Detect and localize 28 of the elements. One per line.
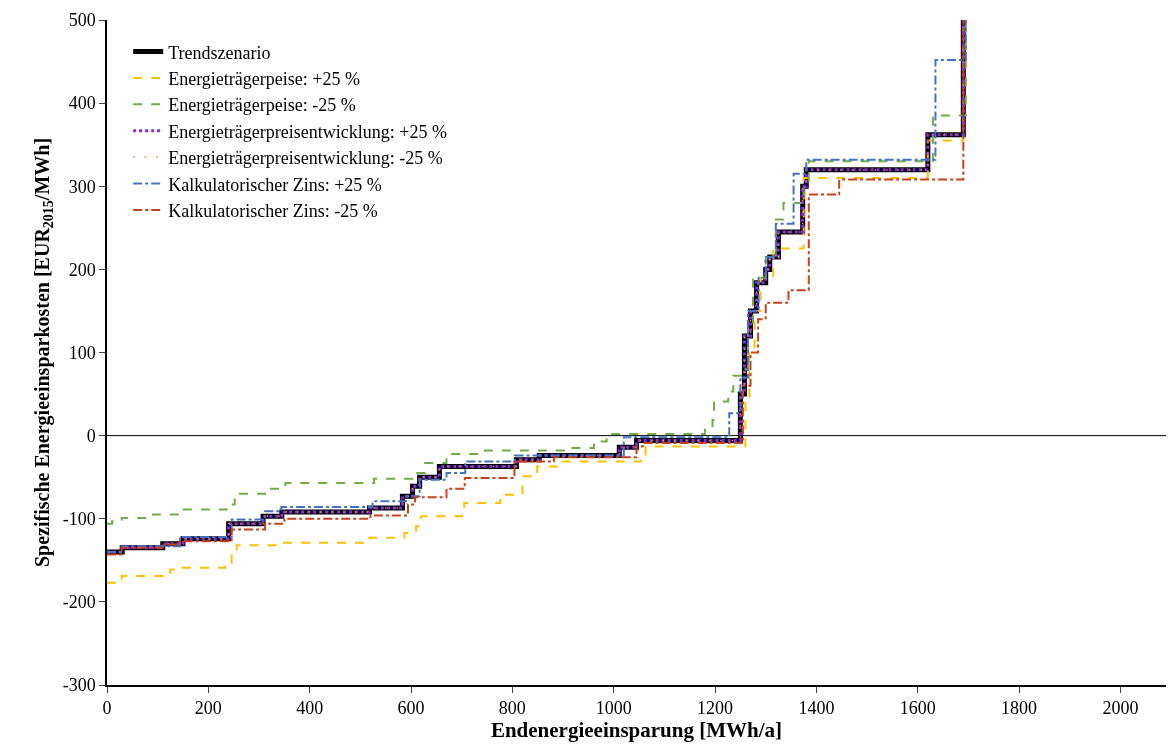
x-tick-label: 1800 (1001, 698, 1038, 719)
x-tick-label: 0 (102, 698, 112, 719)
x-tick-label: 1400 (798, 698, 835, 719)
legend-label: Energieträgerpeise: -25 % (168, 95, 356, 116)
legend-label: Energieträgerpreisentwicklung: +25 % (168, 121, 447, 142)
x-tick-label: 1000 (595, 698, 632, 719)
x-tick-label: 2000 (1102, 698, 1139, 719)
x-tick-label: 600 (397, 698, 425, 719)
y-tick-label: 200 (68, 259, 96, 280)
x-axis-title: Endenergieeinsparung [MWh/a] (490, 718, 783, 743)
y-tick-label: 500 (68, 10, 96, 31)
legend-label: Energieträgerpreisentwicklung: -25 % (168, 148, 443, 169)
legend-label: Energieträgerpeise: +25 % (168, 68, 360, 89)
y-tick-label: 0 (86, 425, 96, 446)
y-tick-label: -100 (62, 509, 96, 530)
x-tick-label: 1200 (697, 698, 734, 719)
legend-label: Trendszenario (168, 42, 271, 63)
y-tick-label: 100 (68, 342, 96, 363)
y-tick-label: 300 (68, 176, 96, 197)
legend-label: Kalkulatorischer Zins: +25 % (168, 174, 382, 195)
legend-label: Kalkulatorischer Zins: -25 % (168, 200, 378, 221)
y-tick-label: -200 (62, 592, 96, 613)
y-tick-label: 400 (68, 93, 96, 114)
y-tick-label: -300 (62, 675, 96, 696)
x-tick-label: 200 (194, 698, 222, 719)
x-tick-label: 400 (296, 698, 324, 719)
x-tick-label: 800 (498, 698, 526, 719)
x-tick-label: 1600 (899, 698, 936, 719)
